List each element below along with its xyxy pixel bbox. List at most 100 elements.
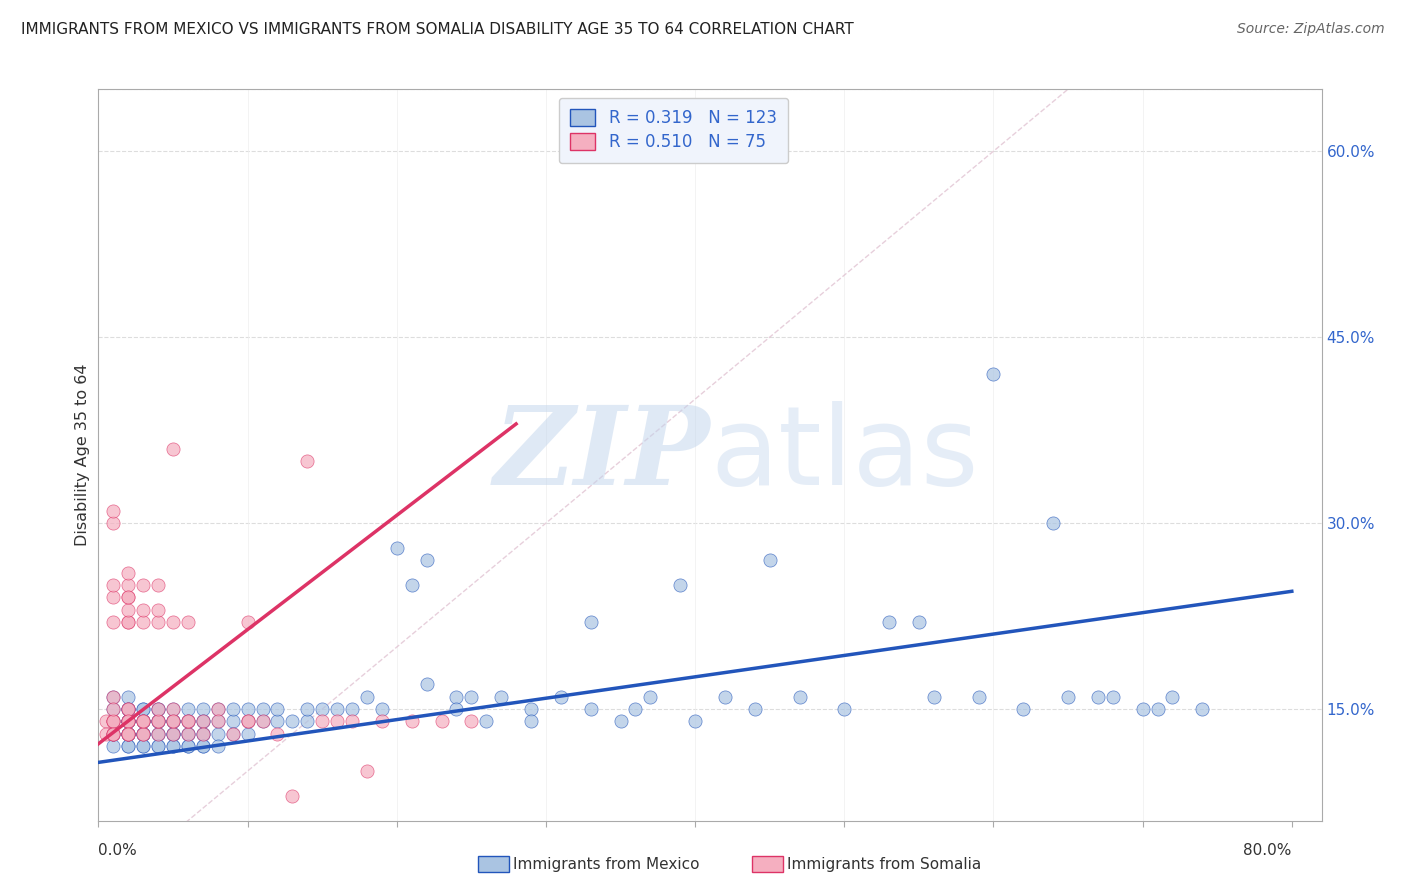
Point (789, 690, 811, 704)
Point (117, 727, 139, 741)
Point (221, 714, 243, 729)
Point (132, 727, 155, 741)
Point (132, 714, 155, 729)
Point (162, 714, 184, 729)
Point (460, 690, 482, 704)
Point (117, 714, 139, 729)
Point (177, 714, 200, 729)
Point (117, 702, 139, 716)
Point (146, 739, 169, 754)
Point (371, 714, 394, 729)
Point (162, 727, 184, 741)
Point (117, 714, 139, 729)
Point (401, 714, 423, 729)
Point (385, 541, 408, 555)
Point (252, 714, 274, 729)
Point (714, 690, 737, 704)
Point (162, 702, 184, 716)
Point (207, 702, 229, 716)
Point (236, 714, 259, 729)
Point (132, 714, 155, 729)
Point (266, 727, 288, 741)
Point (146, 714, 169, 729)
Point (221, 727, 243, 741)
Point (191, 727, 214, 741)
Point (132, 615, 155, 630)
Point (132, 714, 155, 729)
Point (146, 714, 169, 729)
Point (177, 727, 200, 741)
Point (146, 578, 169, 592)
Point (983, 368, 1005, 382)
Point (177, 727, 200, 741)
Point (236, 714, 259, 729)
Point (103, 727, 125, 741)
Point (207, 739, 229, 754)
Legend: R = 0.319   N = 123, R = 0.510   N = 75: R = 0.319 N = 123, R = 0.510 N = 75 (558, 97, 789, 163)
Point (103, 516, 125, 530)
Point (117, 714, 139, 729)
Text: Immigrants from Mexico: Immigrants from Mexico (513, 857, 700, 871)
Point (162, 615, 184, 630)
Point (103, 714, 125, 729)
Point (103, 578, 125, 592)
Point (1146, 702, 1168, 716)
Point (340, 702, 363, 716)
Point (177, 615, 200, 630)
Point (162, 702, 184, 716)
Point (326, 714, 349, 729)
Point (191, 714, 214, 729)
Point (162, 739, 184, 754)
Point (177, 714, 200, 729)
Point (297, 454, 319, 468)
Point (132, 739, 155, 754)
Point (132, 714, 155, 729)
Point (177, 727, 200, 741)
Point (103, 591, 125, 605)
Point (1057, 690, 1080, 704)
Point (207, 727, 229, 741)
Point (311, 702, 333, 716)
Point (132, 727, 155, 741)
Point (117, 727, 139, 741)
Point (117, 603, 139, 617)
Point (94, 727, 117, 741)
Point (132, 603, 155, 617)
Point (132, 727, 155, 741)
Point (877, 615, 900, 630)
Point (177, 702, 200, 716)
Point (236, 702, 259, 716)
Y-axis label: Disability Age 35 to 64: Disability Age 35 to 64 (75, 364, 90, 546)
Point (446, 702, 468, 716)
Point (609, 714, 631, 729)
Point (117, 727, 139, 741)
Point (117, 702, 139, 716)
Point (117, 727, 139, 741)
Point (117, 714, 139, 729)
Point (191, 739, 214, 754)
Point (446, 690, 468, 704)
Point (1087, 690, 1109, 704)
Point (236, 615, 259, 630)
Point (624, 702, 647, 716)
Point (281, 789, 304, 803)
Point (117, 690, 139, 704)
Point (117, 714, 139, 729)
Point (132, 578, 155, 592)
Point (669, 578, 692, 592)
Point (117, 727, 139, 741)
Point (103, 727, 125, 741)
Point (117, 702, 139, 716)
Point (908, 615, 931, 630)
Point (1042, 516, 1064, 530)
Point (103, 739, 125, 754)
Point (340, 714, 363, 729)
Point (967, 690, 990, 704)
Point (162, 714, 184, 729)
Point (832, 702, 855, 716)
Point (117, 566, 139, 580)
Point (162, 727, 184, 741)
Point (103, 714, 125, 729)
Point (103, 727, 125, 741)
Point (401, 578, 423, 592)
